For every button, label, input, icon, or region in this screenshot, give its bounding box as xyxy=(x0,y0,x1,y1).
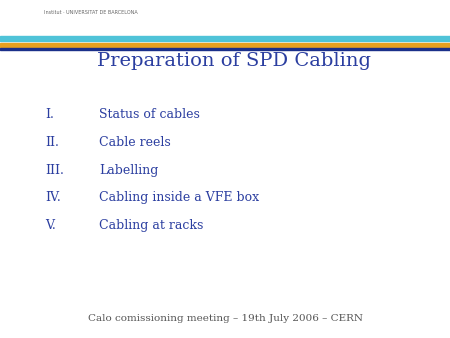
Text: rhcp: rhcp xyxy=(391,27,406,33)
Text: Labelling: Labelling xyxy=(99,164,158,176)
Text: II.: II. xyxy=(45,136,59,149)
Text: Institut · UNIVERSITAT DE BARCELONA: Institut · UNIVERSITAT DE BARCELONA xyxy=(44,10,138,15)
Text: V.: V. xyxy=(45,219,56,232)
Text: Calo comissioning meeting – 19th July 2006 – CERN: Calo comissioning meeting – 19th July 20… xyxy=(87,314,363,323)
Text: I.: I. xyxy=(45,108,54,121)
Text: LHCb: LHCb xyxy=(386,13,410,21)
Text: Cabling inside a VFE box: Cabling inside a VFE box xyxy=(99,191,259,204)
Text: III.: III. xyxy=(45,164,64,176)
Text: IV.: IV. xyxy=(45,191,61,204)
Text: Cabling at racks: Cabling at racks xyxy=(99,219,203,232)
Text: Cable reels: Cable reels xyxy=(99,136,171,149)
Text: Status of cables: Status of cables xyxy=(99,108,200,121)
Text: Preparation of SPD Cabling: Preparation of SPD Cabling xyxy=(97,52,371,70)
